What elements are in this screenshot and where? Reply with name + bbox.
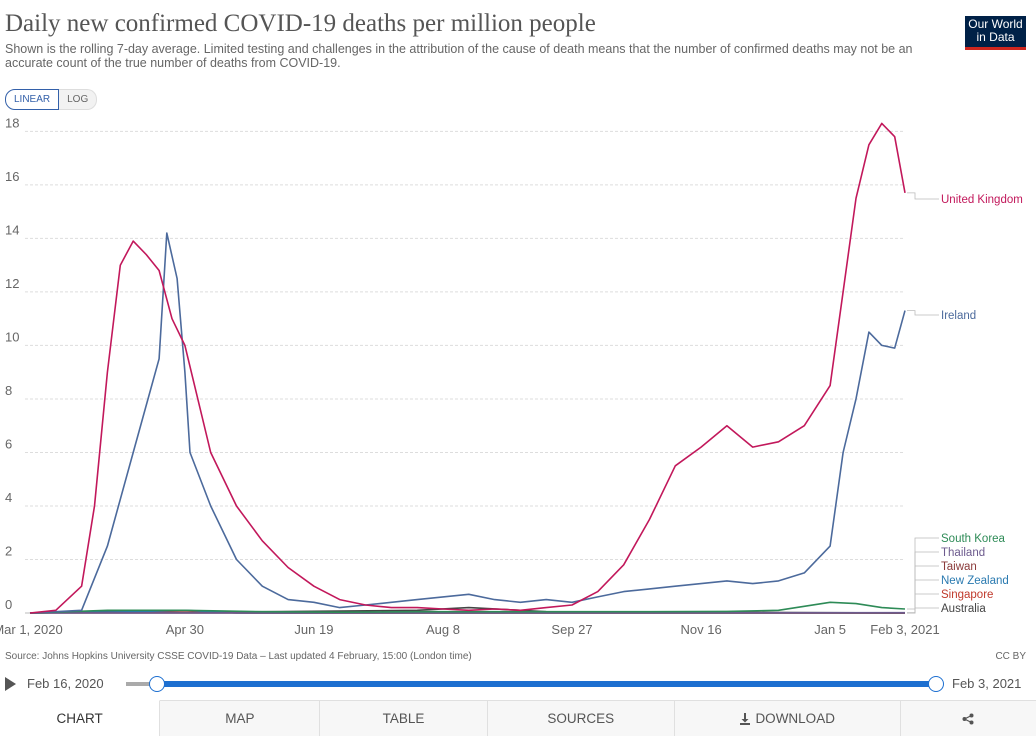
gridlines (25, 130, 905, 614)
y-tick-label: 16 (5, 169, 19, 184)
series-line-ireland (29, 232, 906, 614)
chart-subtitle: Shown is the rolling 7-day average. Limi… (5, 42, 913, 70)
label-connector (907, 537, 939, 610)
x-tick-label: Sep 27 (551, 622, 592, 637)
y-tick-label: 4 (5, 490, 12, 505)
series-line-united-kingdom (29, 122, 906, 614)
timeline-track-inactive (126, 682, 156, 686)
label-connector (907, 593, 939, 614)
series-labels: United Kingdom Ireland South Korea Thailand… (907, 192, 1023, 615)
label-connector (907, 310, 939, 316)
series-label: New Zealand (941, 575, 1009, 587)
x-tick-label: Nov 16 (680, 622, 721, 637)
download-icon (740, 712, 751, 725)
series-label: Australia (941, 603, 986, 615)
tab-share[interactable] (901, 701, 1036, 736)
timeline-track[interactable] (156, 681, 936, 687)
series-label: Singapore (941, 589, 993, 601)
series-label: Ireland (941, 310, 976, 322)
label-connector (907, 565, 939, 614)
x-tick-label: Jun 19 (294, 622, 333, 637)
x-tick-label: Aug 8 (426, 622, 460, 637)
x-tick-label: Mar 1, 2020 (0, 622, 63, 637)
y-tick-label: 6 (5, 436, 12, 451)
y-tick-label: 18 (5, 115, 19, 130)
scale-toggle: LINEAR LOG (5, 89, 98, 110)
timeline-start-handle[interactable] (149, 676, 165, 692)
line-chart: 0 2 4 6 8 10 12 14 16 18 Mar 1, 2020 Apr 30 Jun 19 A… (0, 115, 1023, 637)
y-tick-label: 10 (5, 329, 19, 344)
y-tick-label: 12 (5, 276, 19, 291)
chart-title: Daily new confirmed COVID-19 deaths per … (5, 10, 596, 37)
series-line-south-korea (29, 601, 906, 614)
source-note: Source: Johns Hopkins University CSSE CO… (5, 651, 472, 662)
play-icon[interactable] (5, 677, 16, 691)
x-tick-label: Jan 5 (814, 622, 846, 637)
series-label: Taiwan (941, 561, 977, 573)
license-link[interactable]: CC BY (995, 651, 1026, 662)
share-icon (962, 713, 974, 724)
y-tick-label: 8 (5, 383, 12, 398)
tab-bar: CHART MAP TABLE SOURCES DOWNLOAD (0, 700, 1036, 736)
label-connector (907, 192, 939, 200)
series-label: Thailand (941, 547, 985, 559)
linear-scale-button[interactable]: LINEAR (5, 89, 60, 110)
log-scale-button[interactable]: LOG (59, 89, 98, 110)
x-axis-ticks: Mar 1, 2020 Apr 30 Jun 19 Aug 8 Sep 27 Nov 16… (0, 622, 940, 637)
x-tick-label: Apr 30 (166, 622, 204, 637)
owid-logo[interactable]: Our World in Data (965, 16, 1026, 50)
logo-line-2: in Data (976, 30, 1015, 44)
tab-chart[interactable]: CHART (0, 700, 161, 736)
series-lines (29, 122, 906, 614)
tab-table[interactable]: TABLE (320, 701, 488, 736)
label-connector (907, 551, 939, 614)
y-tick-label: 14 (5, 222, 19, 237)
tab-download[interactable]: DOWNLOAD (675, 701, 901, 736)
series-label: United Kingdom (941, 194, 1023, 206)
y-axis-ticks: 0 2 4 6 8 10 12 14 16 18 (5, 115, 19, 612)
logo-line-1: Our World (968, 17, 1023, 31)
timeline-end-label: Feb 3, 2021 (952, 676, 1022, 691)
label-connector (907, 607, 939, 614)
tab-map[interactable]: MAP (160, 701, 321, 736)
timeline-end-handle[interactable] (928, 676, 944, 692)
x-tick-label: Feb 3, 2021 (870, 622, 939, 637)
timeline-start-label: Feb 16, 2020 (27, 676, 104, 691)
y-tick-label: 2 (5, 543, 12, 558)
tab-sources[interactable]: SOURCES (488, 701, 675, 736)
y-tick-label: 0 (5, 597, 12, 612)
download-label: DOWNLOAD (755, 711, 835, 726)
timeline: Feb 16, 2020 Feb 3, 2021 (0, 672, 1036, 696)
series-label: South Korea (941, 533, 1006, 545)
